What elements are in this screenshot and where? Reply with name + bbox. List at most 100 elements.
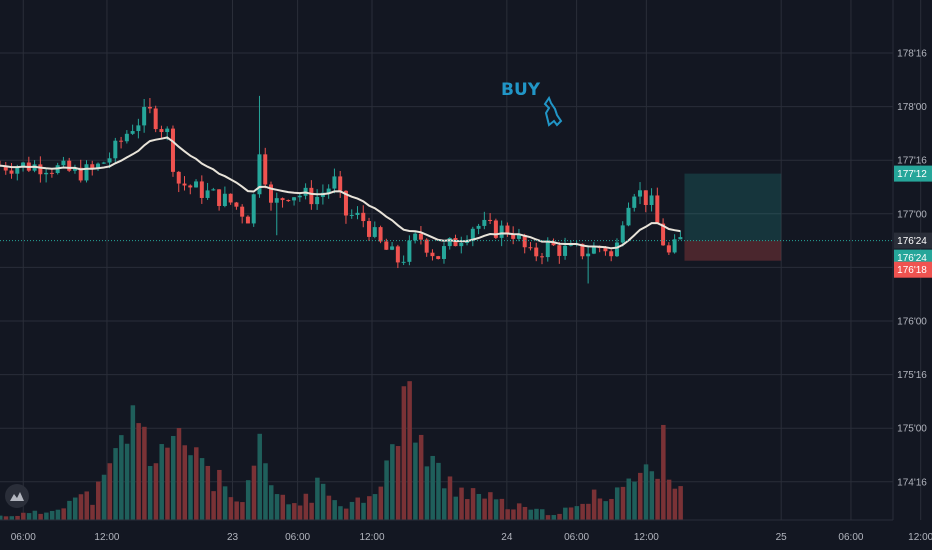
candle-body (540, 256, 545, 258)
candle-body (511, 234, 516, 239)
candle-body (153, 108, 158, 130)
candle-body (678, 237, 683, 240)
volume-bar (643, 464, 649, 520)
price-axis[interactable]: 178'16178'00177'16177'00176'16176'00175'… (892, 0, 927, 520)
profit-zone (684, 173, 782, 241)
volume-bar (280, 494, 286, 520)
volume-bar (395, 446, 401, 520)
volume-bar (44, 512, 49, 520)
volume-bar (159, 444, 164, 520)
volume-bar (413, 442, 418, 520)
price-tick-label: 178'16 (897, 49, 927, 60)
candle-body (9, 170, 14, 174)
volume-bar (72, 497, 78, 520)
candle-body (441, 246, 446, 259)
candle-body (199, 181, 204, 198)
volume-bar (493, 499, 499, 520)
time-tick-label: 24 (501, 532, 513, 543)
candle-body (3, 165, 8, 171)
candle-body (430, 252, 435, 257)
price-tag-bg (894, 249, 932, 266)
volume-bar (678, 486, 683, 520)
candle-body (269, 184, 274, 203)
volume-bar (303, 493, 309, 520)
volume-bar (436, 462, 441, 520)
volume-bar (205, 465, 211, 520)
volume-bar (119, 435, 124, 520)
candle-body (136, 125, 141, 132)
candle-body (205, 190, 210, 198)
volume-bar (614, 487, 620, 520)
candle-body (84, 164, 89, 181)
candle-body (580, 243, 585, 257)
volume-bar (176, 428, 182, 520)
candle-body (476, 225, 481, 229)
time-tick-label: 12:00 (359, 532, 384, 543)
candle-body (407, 240, 412, 262)
volume-bar (343, 508, 349, 520)
candle-body (245, 216, 250, 224)
volume-bars (0, 381, 683, 520)
volume-bar (638, 472, 643, 520)
time-tick-label: 23 (227, 532, 239, 543)
logo-icon[interactable] (5, 484, 29, 508)
volume-bar (407, 381, 412, 520)
volume-bar (101, 474, 107, 520)
candle-body (586, 253, 591, 257)
price-tick-label: 177'00 (897, 209, 927, 220)
candle-body (424, 239, 429, 253)
volume-bar (609, 498, 614, 520)
buy-annotation[interactable]: BUY (501, 80, 563, 127)
volume-bar (418, 434, 424, 520)
price-tick-label: 175'00 (897, 424, 927, 435)
volume-bar (170, 435, 176, 520)
loss-zone (684, 240, 782, 261)
candle-body (113, 140, 118, 159)
volume-bar (182, 445, 188, 520)
volume-bar (211, 491, 216, 520)
candle-body (395, 246, 400, 263)
candle-body (78, 167, 83, 181)
volume-bar (361, 502, 366, 520)
candle-body (661, 223, 666, 246)
volume-bar (26, 513, 32, 520)
volume-bar (355, 497, 360, 520)
volume-bar (142, 426, 147, 520)
buy-label: BUY (501, 80, 541, 100)
volume-bar (222, 486, 228, 520)
candle-body (655, 195, 660, 224)
price-tick-label: 175'16 (897, 370, 927, 381)
volume-bar (499, 498, 505, 520)
time-axis[interactable]: 06:00 12:00 23 06:00 12:00 24 06:00 12:00 25 06:0… (0, 519, 932, 543)
volume-bar (251, 465, 257, 520)
candle-body (107, 158, 112, 163)
candle-body (459, 242, 464, 247)
volume-bar (632, 481, 637, 520)
candle-body (493, 220, 498, 238)
candle-body (194, 181, 199, 188)
volume-bar (315, 477, 320, 520)
candle-body (188, 185, 193, 188)
candle-body (361, 212, 366, 222)
volume-bar (3, 516, 9, 520)
volume-bar (90, 504, 95, 520)
volume-bar (147, 466, 153, 520)
candle-body (211, 189, 216, 191)
candle-body (274, 198, 279, 203)
volume-bar (516, 503, 522, 520)
candle-body (672, 239, 677, 253)
volume-bar (401, 386, 407, 520)
long-position-tool[interactable] (684, 173, 782, 261)
candle-body (165, 128, 170, 133)
volume-bar (534, 508, 539, 520)
volume-bar (320, 483, 326, 520)
volume-bar (441, 488, 447, 520)
candle-body (159, 129, 164, 133)
volume-bar (563, 507, 568, 520)
volume-bar (545, 515, 551, 520)
candle-body (609, 251, 614, 257)
candle-body (355, 212, 360, 215)
volume-bar (666, 479, 672, 520)
candle-body (551, 241, 556, 246)
